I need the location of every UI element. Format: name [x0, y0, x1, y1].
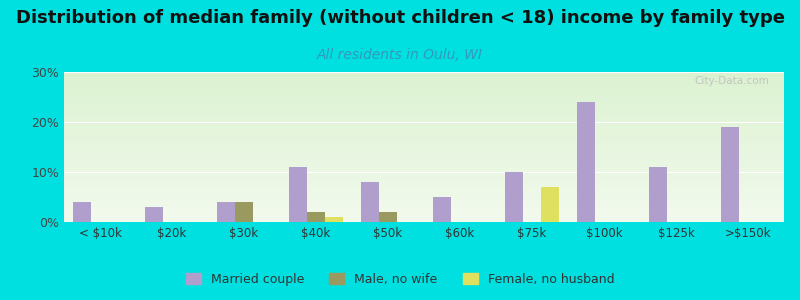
- Bar: [307, 212, 325, 222]
- Bar: [325, 217, 343, 222]
- Bar: [649, 167, 667, 222]
- Bar: [721, 127, 739, 222]
- Text: All residents in Oulu, WI: All residents in Oulu, WI: [317, 48, 483, 62]
- Bar: [361, 182, 379, 222]
- Bar: [541, 187, 559, 222]
- Bar: [235, 202, 253, 222]
- Bar: [217, 202, 235, 222]
- Bar: [289, 167, 307, 222]
- Bar: [433, 197, 451, 222]
- Bar: [577, 102, 595, 222]
- Bar: [505, 172, 523, 222]
- Bar: [379, 212, 397, 222]
- Legend: Married couple, Male, no wife, Female, no husband: Married couple, Male, no wife, Female, n…: [181, 268, 619, 291]
- Bar: [145, 207, 163, 222]
- Text: Distribution of median family (without children < 18) income by family type: Distribution of median family (without c…: [15, 9, 785, 27]
- Text: City-Data.com: City-Data.com: [695, 76, 770, 86]
- Bar: [73, 202, 91, 222]
